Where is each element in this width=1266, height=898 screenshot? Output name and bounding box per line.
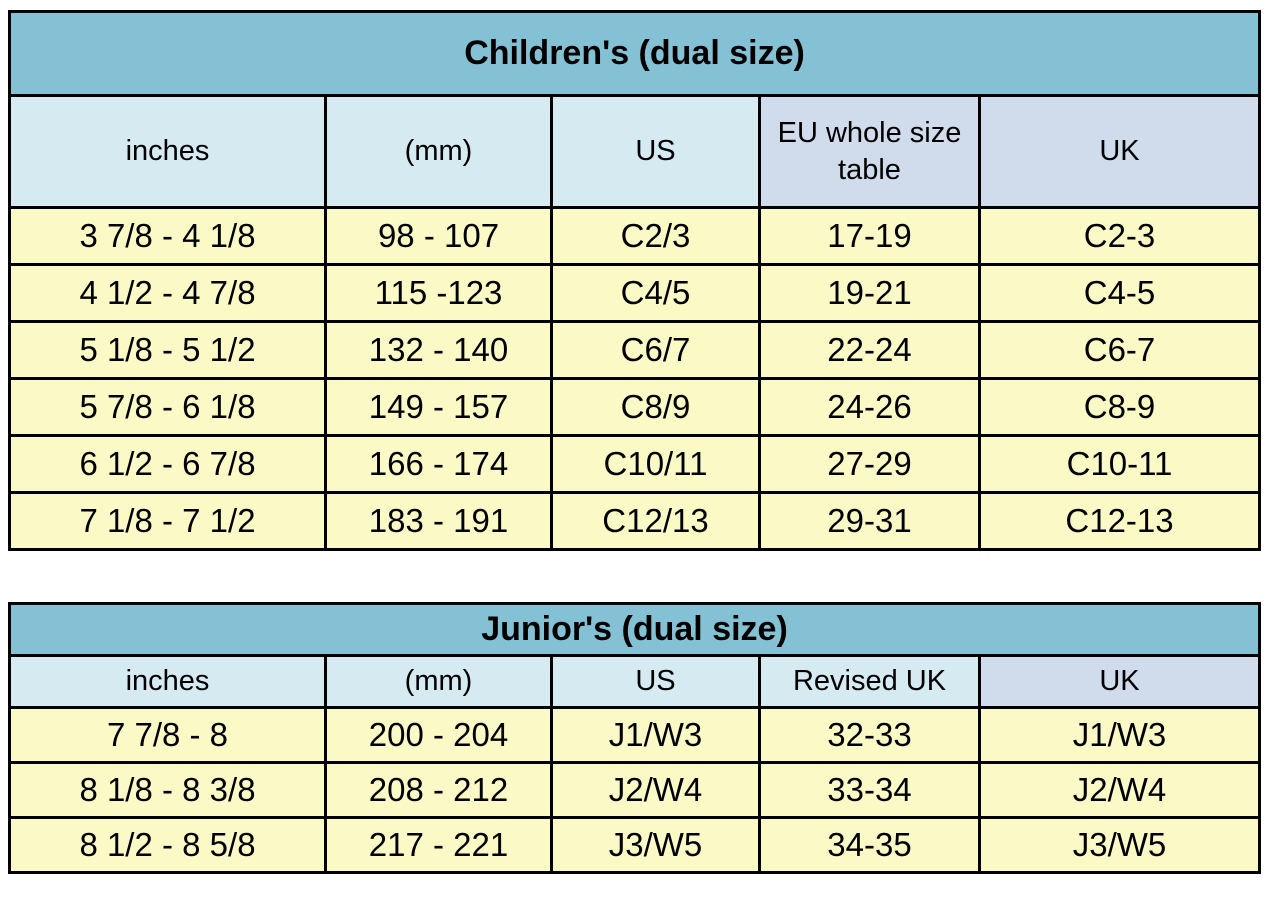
table-cell: 4 1/2 - 4 7/8	[8, 263, 327, 323]
column-header-uk: UK	[977, 94, 1262, 209]
table-row: 7 7/8 - 8 200 - 204 J1/W3 32-33 J1/W3	[8, 706, 1262, 764]
table-cell: C4-5	[977, 263, 1262, 323]
table-cell: 32-33	[758, 706, 981, 764]
table-cell: J2/W4	[550, 761, 761, 819]
table-cell: 27-29	[758, 434, 981, 494]
table-cell: 8 1/2 - 8 5/8	[8, 816, 327, 874]
table-cell: J3/W5	[550, 816, 761, 874]
column-header-inches: inches	[8, 94, 327, 209]
column-header-uk: UK	[977, 654, 1262, 709]
table-cell: C12-13	[977, 491, 1262, 551]
column-header-revised-uk: Revised UK	[758, 654, 981, 709]
table-cell: 132 - 140	[324, 320, 553, 380]
table-cell: C4/5	[550, 263, 761, 323]
table-cell: 98 - 107	[324, 206, 553, 266]
table-cell: C8/9	[550, 377, 761, 437]
table-cell: C8-9	[977, 377, 1262, 437]
table-cell: 19-21	[758, 263, 981, 323]
table-cell: J3/W5	[977, 816, 1262, 874]
column-header-us: US	[550, 94, 761, 209]
table-cell: 24-26	[758, 377, 981, 437]
table-title: Junior's (dual size)	[7, 602, 1262, 657]
table-cell: 200 - 204	[324, 706, 553, 764]
table-children: Children's (dual size) inches (mm) US EU who…	[7, 10, 1262, 551]
table-row: 6 1/2 - 6 7/8 166 - 174 C10/11 27-29 C10-11	[8, 434, 1262, 494]
table-row: 8 1/8 - 8 3/8 208 - 212 J2/W4 33-34 J2/W4	[8, 761, 1262, 819]
table-cell: 6 1/2 - 6 7/8	[8, 434, 327, 494]
table-cell: J2/W4	[977, 761, 1262, 819]
table-cell: 7 1/8 - 7 1/2	[8, 491, 327, 551]
table-cell: C10-11	[977, 434, 1262, 494]
top-spacer	[0, 0, 1266, 10]
table-cell: C2/3	[550, 206, 761, 266]
table-cell: C6/7	[550, 320, 761, 380]
table-cell: 22-24	[758, 320, 981, 380]
table-row: 8 1/2 - 8 5/8 217 - 221 J3/W5 34-35 J3/W5	[8, 816, 1262, 874]
table-row: 3 7/8 - 4 1/8 98 - 107 C2/3 17-19 C2-3	[8, 206, 1262, 266]
table-cell: C2-3	[977, 206, 1262, 266]
table-cell: 8 1/8 - 8 3/8	[8, 761, 327, 819]
table-cell: 3 7/8 - 4 1/8	[8, 206, 327, 266]
table-cell: 5 7/8 - 6 1/8	[8, 377, 327, 437]
table-cell: C6-7	[977, 320, 1262, 380]
table-cell: J1/W3	[550, 706, 761, 764]
table-row: 4 1/2 - 4 7/8 115 -123 C4/5 19-21 C4-5	[8, 263, 1262, 323]
table-row: 5 7/8 - 6 1/8 149 - 157 C8/9 24-26 C8-9	[8, 377, 1262, 437]
table-cell: J1/W3	[977, 706, 1262, 764]
table-cell: C12/13	[550, 491, 761, 551]
table-cell: 17-19	[758, 206, 981, 266]
table-cell: 166 - 174	[324, 434, 553, 494]
table-cell: 115 -123	[324, 263, 553, 323]
column-header-eu-whole-size-table: EU whole size table	[758, 94, 981, 209]
column-header-us: US	[550, 654, 761, 709]
column-header-mm: (mm)	[324, 94, 553, 209]
table-row: 5 1/8 - 5 1/2 132 - 140 C6/7 22-24 C6-7	[8, 320, 1262, 380]
table-cell: 208 - 212	[324, 761, 553, 819]
table-cell: 29-31	[758, 491, 981, 551]
table-cell: 34-35	[758, 816, 981, 874]
table-cell: 183 - 191	[324, 491, 553, 551]
table-cell: 149 - 157	[324, 377, 553, 437]
table-juniors: Junior's (dual size) inches (mm) US Revised …	[7, 602, 1262, 874]
column-header-mm: (mm)	[324, 654, 553, 709]
table-cell: 7 7/8 - 8	[8, 706, 327, 764]
table-cell: 33-34	[758, 761, 981, 819]
table-cell: 5 1/8 - 5 1/2	[8, 320, 327, 380]
column-header-inches: inches	[8, 654, 327, 709]
table-cell: C10/11	[550, 434, 761, 494]
size-tables-container: Children's (dual size) inches (mm) US EU who…	[0, 10, 1266, 874]
table-cell: 217 - 221	[324, 816, 553, 874]
table-row: 7 1/8 - 7 1/2 183 - 191 C12/13 29-31 C12-13	[8, 491, 1262, 551]
table-title: Children's (dual size)	[7, 10, 1262, 97]
